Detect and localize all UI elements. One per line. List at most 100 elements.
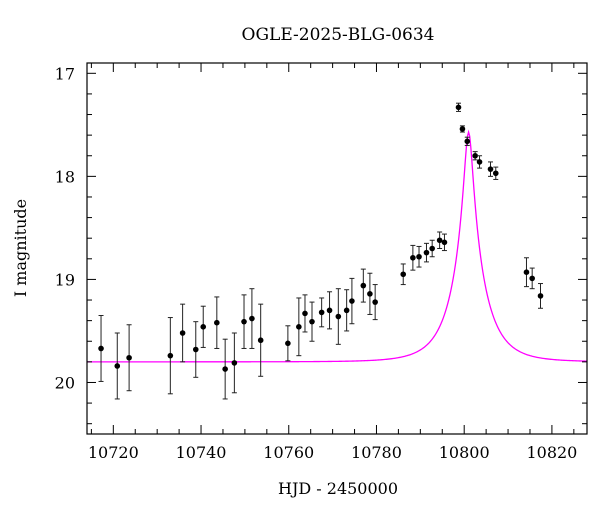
data-point [529,267,535,290]
data-point [476,155,483,169]
data-point [410,244,416,271]
data-point [318,297,325,328]
point-marker [285,340,291,347]
chart-title: OGLE-2025-BLG-0634 [242,25,435,45]
data-point [98,314,104,382]
x-tick-label: 10780 [351,443,402,462]
point-marker [349,298,355,304]
data-points [98,102,544,400]
point-marker [302,310,308,317]
data-point [423,242,430,263]
point-marker [114,363,121,369]
point-marker [318,309,325,316]
point-marker [459,126,466,132]
point-marker [429,245,435,252]
point-marker [192,346,199,353]
data-point [436,231,443,249]
point-marker [231,360,238,366]
x-tick-label: 10820 [526,443,577,462]
data-point [179,303,186,363]
data-point [296,297,302,357]
point-marker [257,337,264,344]
plot-frame [86,62,588,435]
y-tick-label: 17 [55,64,75,83]
data-point [343,289,350,332]
data-point [285,325,291,362]
point-marker [214,319,220,326]
data-point [326,291,333,330]
point-marker [326,307,333,314]
point-marker [222,366,228,372]
axis-ticks [87,63,587,434]
data-point [360,268,367,303]
data-point [249,288,255,349]
point-marker [492,170,499,177]
data-point [114,332,121,400]
data-point [231,332,238,394]
data-point [241,294,247,349]
y-tick-label: 19 [55,270,75,289]
point-marker [436,237,443,244]
point-marker [179,330,186,336]
data-point [167,317,174,395]
point-marker [367,291,373,297]
data-point [257,303,264,377]
data-point [367,272,373,315]
x-tick-label: 10740 [176,443,227,462]
point-marker [296,324,302,330]
data-point [309,301,315,342]
x-axis-tick-labels: 10720 10740 10760 10780 10800 10820 [88,443,578,462]
point-marker [372,299,378,305]
y-axis-tick-labels: 17 18 19 20 [55,64,75,392]
data-point [214,296,220,349]
data-point [349,277,355,325]
plot-area [86,62,588,435]
point-marker [410,254,416,261]
data-point [487,161,494,177]
point-marker [400,271,407,278]
y-tick-label: 20 [55,373,75,392]
data-point [372,284,378,321]
point-marker [487,166,494,172]
data-point [537,283,544,309]
data-point [126,324,132,392]
point-marker [523,269,530,276]
point-marker [423,249,430,256]
point-marker [126,354,132,361]
y-axis-label: I magnitude [11,199,30,297]
point-marker [464,138,471,145]
x-tick-label: 10720 [88,443,139,462]
point-marker [416,253,422,260]
x-tick-label: 10760 [263,443,314,462]
x-tick-label: 10800 [439,443,490,462]
data-point [400,263,407,286]
point-marker [241,318,247,325]
point-marker [441,239,448,246]
data-point [459,125,466,133]
data-point [416,245,422,268]
point-marker [537,293,544,299]
point-marker [309,318,315,325]
point-marker [360,282,367,289]
point-marker [472,152,478,159]
point-marker [455,104,462,111]
data-point [472,151,478,161]
point-marker [249,315,255,322]
point-marker [167,352,174,359]
data-point [464,136,471,146]
data-point [441,233,448,252]
point-marker [476,159,483,165]
point-marker [98,345,104,352]
point-marker [529,275,535,282]
point-marker [200,324,207,330]
data-point [429,239,435,258]
data-point [455,102,462,112]
x-axis-label: HJD - 2450000 [278,479,398,498]
data-point [192,321,199,378]
data-point [492,166,499,180]
point-marker [343,307,350,314]
data-point [523,257,530,288]
data-point [200,305,207,348]
data-point [335,288,342,345]
